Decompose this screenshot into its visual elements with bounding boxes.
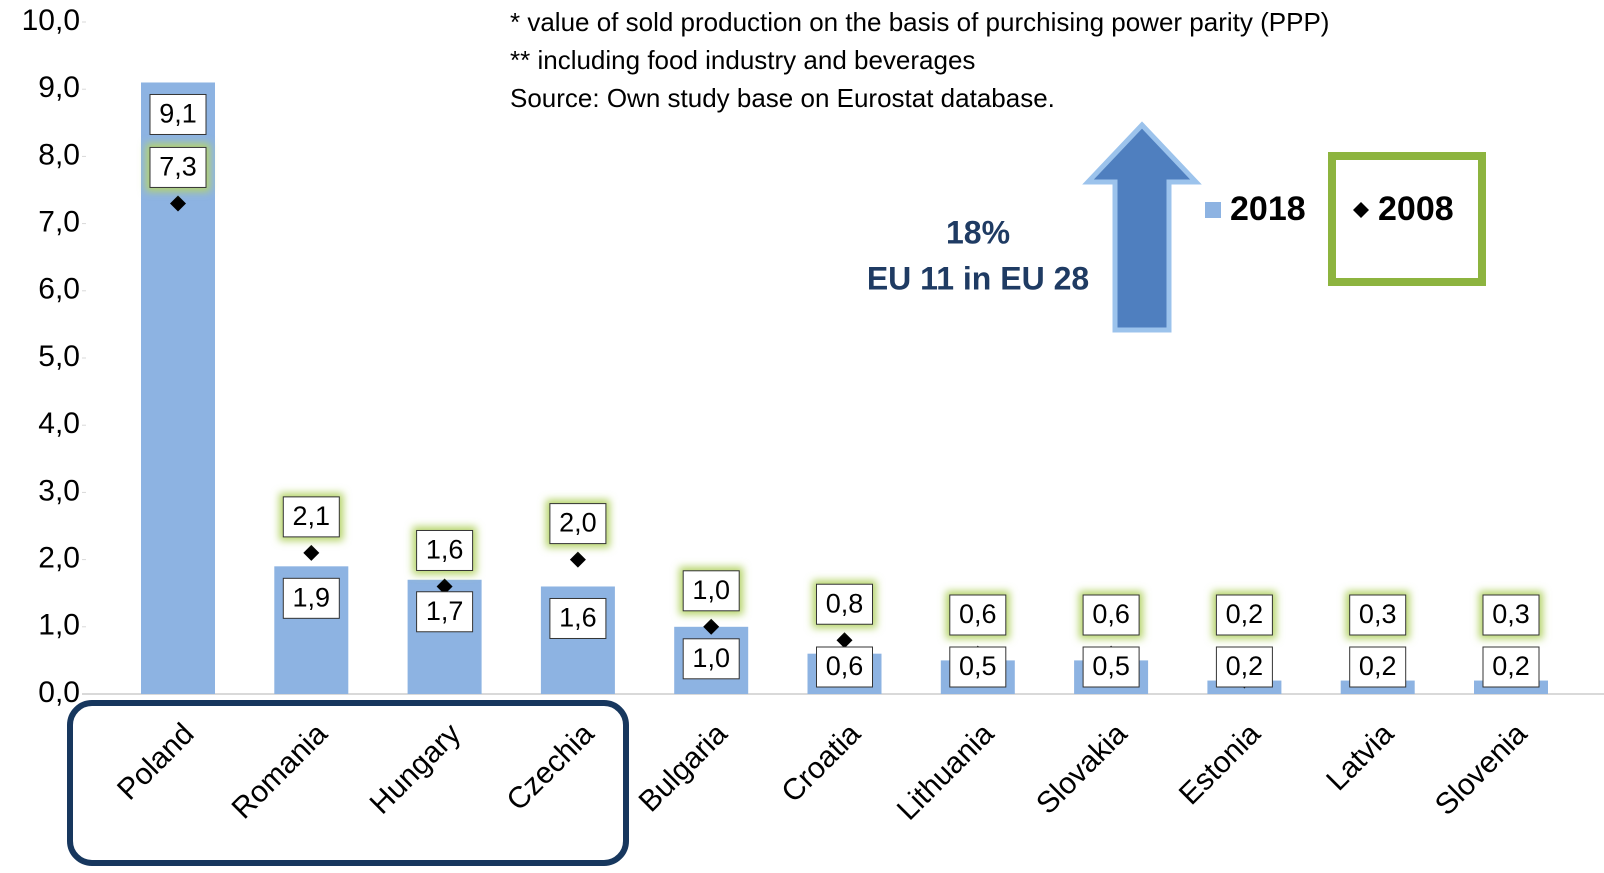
label-box bbox=[682, 638, 740, 680]
x-tick-label: Czechia bbox=[500, 717, 600, 817]
label-box bbox=[1082, 594, 1140, 636]
legend-label: 2018 bbox=[1230, 190, 1306, 228]
y-tick-label: 7,0 bbox=[38, 206, 80, 239]
legend-swatch bbox=[1353, 202, 1369, 218]
marker bbox=[703, 618, 720, 635]
marker bbox=[836, 632, 853, 649]
annotation: 18% bbox=[946, 214, 1010, 250]
label-box bbox=[416, 529, 474, 571]
data-label: 0,6 bbox=[1092, 599, 1130, 629]
y-tick-label: 9,0 bbox=[38, 71, 80, 104]
data-label: 1,9 bbox=[293, 582, 331, 612]
legend-swatch bbox=[1205, 202, 1221, 218]
label-box bbox=[949, 594, 1007, 636]
data-label: 0,2 bbox=[1492, 651, 1530, 681]
marker bbox=[303, 544, 320, 561]
data-label: 9,1 bbox=[159, 99, 197, 129]
data-label: 0,2 bbox=[1226, 651, 1264, 681]
y-tick-label: 10,0 bbox=[22, 4, 80, 37]
label-box bbox=[1082, 646, 1140, 688]
label-box bbox=[1349, 646, 1407, 688]
label-box bbox=[949, 646, 1007, 688]
label-box bbox=[1482, 594, 1540, 636]
data-label: 0,6 bbox=[826, 651, 864, 681]
data-label: 7,3 bbox=[159, 152, 197, 182]
label-box bbox=[682, 570, 740, 612]
data-label: 0,8 bbox=[826, 588, 864, 618]
x-tick-label: Poland bbox=[111, 717, 200, 806]
marker bbox=[436, 578, 453, 595]
label-box bbox=[816, 583, 873, 625]
marker bbox=[569, 551, 586, 568]
label-box bbox=[549, 597, 607, 639]
y-tick-label: 8,0 bbox=[38, 138, 80, 171]
data-label: 2,1 bbox=[293, 501, 331, 531]
x-tick-label: Lithuania bbox=[891, 717, 1001, 827]
y-tick-label: 6,0 bbox=[38, 273, 80, 306]
annotation: EU 11 in EU 28 bbox=[867, 260, 1089, 296]
note: ** including food industry and beverages bbox=[510, 45, 975, 75]
data-label: 1,7 bbox=[426, 596, 464, 626]
label-box bbox=[149, 146, 207, 188]
label-box bbox=[1482, 646, 1540, 688]
data-label: 0,6 bbox=[959, 599, 997, 629]
data-label: 0,3 bbox=[1492, 599, 1530, 629]
label-box bbox=[416, 591, 474, 633]
data-label: 1,6 bbox=[559, 603, 597, 633]
x-tick-label: Latvia bbox=[1320, 717, 1400, 797]
y-tick-label: 2,0 bbox=[38, 542, 80, 575]
arrow bbox=[1082, 121, 1202, 333]
data-label: 1,6 bbox=[426, 535, 464, 565]
label-box bbox=[549, 503, 607, 545]
data-label: 1,0 bbox=[692, 643, 730, 673]
label-box bbox=[1349, 594, 1407, 636]
label-box bbox=[282, 496, 340, 538]
note: Source: Own study base on Eurostat datab… bbox=[510, 83, 1055, 113]
label-box bbox=[1215, 594, 1273, 636]
note: * value of sold production on the basis … bbox=[510, 7, 1329, 37]
category-highlight bbox=[67, 700, 629, 866]
data-label: 0,2 bbox=[1226, 599, 1264, 629]
label-box bbox=[816, 646, 873, 688]
x-tick-label: Slovakia bbox=[1030, 717, 1134, 821]
y-tick-label: 0,0 bbox=[38, 676, 80, 709]
x-tick-label: Croatia bbox=[775, 717, 867, 809]
data-label: 2,0 bbox=[559, 508, 597, 538]
label-box bbox=[282, 577, 340, 619]
marker bbox=[170, 195, 186, 212]
y-tick-label: 4,0 bbox=[38, 407, 80, 440]
data-label: 0,2 bbox=[1359, 651, 1397, 681]
y-tick-label: 3,0 bbox=[38, 474, 80, 507]
data-label: 0,3 bbox=[1359, 599, 1397, 629]
label-box bbox=[1215, 646, 1273, 688]
legend-highlight bbox=[1328, 152, 1486, 286]
data-label: 1,0 bbox=[692, 575, 730, 605]
x-tick-label: Hungary bbox=[364, 717, 468, 821]
y-tick-label: 5,0 bbox=[38, 340, 80, 373]
label-box bbox=[149, 93, 207, 135]
x-tick-label: Romania bbox=[226, 717, 334, 825]
x-tick-label: Estonia bbox=[1173, 717, 1267, 811]
x-tick-label: Slovenia bbox=[1429, 717, 1534, 822]
legend-label: 2008 bbox=[1378, 190, 1454, 228]
data-label: 0,5 bbox=[1092, 651, 1130, 681]
y-tick-label: 1,0 bbox=[38, 609, 80, 642]
data-label: 0,5 bbox=[959, 651, 997, 681]
x-tick-label: Bulgaria bbox=[633, 717, 734, 818]
